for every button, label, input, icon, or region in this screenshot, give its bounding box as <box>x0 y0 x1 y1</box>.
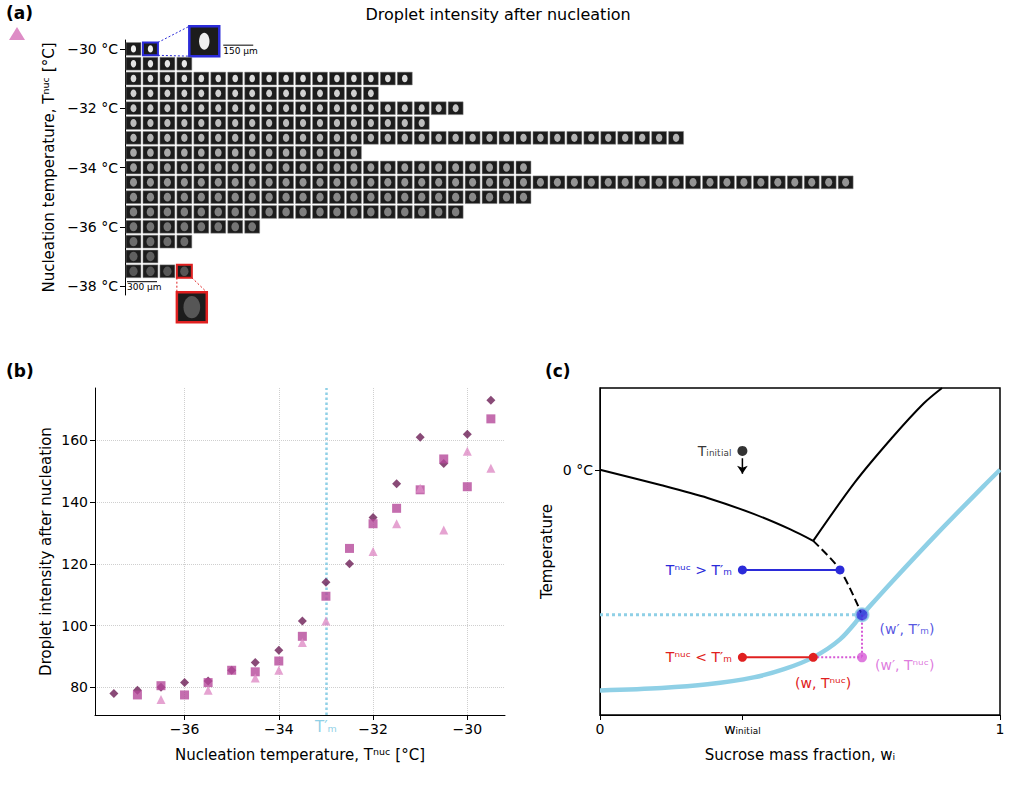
svg-text:−34 °C: −34 °C <box>67 160 118 176</box>
svg-text:(a): (a) <box>6 3 33 23</box>
svg-text:300 µm: 300 µm <box>127 282 162 292</box>
svg-text:Sucrose mass fraction, wᵢ: Sucrose mass fraction, wᵢ <box>705 746 895 764</box>
svg-text:(b): (b) <box>6 361 34 381</box>
svg-text:(w′, Tⁿᵘᶜ): (w′, Tⁿᵘᶜ) <box>875 657 934 673</box>
svg-text:140: 140 <box>61 494 88 510</box>
svg-text:1: 1 <box>996 721 1005 737</box>
svg-text:Nucleation temperature, Tⁿᵘᶜ [: Nucleation temperature, Tⁿᵘᶜ [°C] <box>40 42 58 292</box>
svg-text:−32 °C: −32 °C <box>67 100 118 116</box>
svg-text:(w′, T′ₘ): (w′, T′ₘ) <box>880 621 935 637</box>
svg-text:Temperature: Temperature <box>538 504 556 600</box>
svg-text:−30 °C: −30 °C <box>67 41 118 57</box>
svg-text:−32: −32 <box>358 721 388 737</box>
svg-text:160: 160 <box>61 432 88 448</box>
svg-text:−36: −36 <box>170 721 200 737</box>
svg-text:−30: −30 <box>453 721 483 737</box>
svg-text:T′ₘ: T′ₘ <box>314 718 337 736</box>
svg-text:−34: −34 <box>264 721 294 737</box>
svg-text:0 °C: 0 °C <box>563 462 593 478</box>
svg-text:Nucleation temperature, Tⁿᵘᶜ [: Nucleation temperature, Tⁿᵘᶜ [°C] <box>175 746 425 764</box>
svg-text:Tⁿᵘᶜ < T′ₘ: Tⁿᵘᶜ < T′ₘ <box>665 649 732 665</box>
svg-text:Tᵢₙᵢₜᵢₐₗ: Tᵢₙᵢₜᵢₐₗ <box>697 443 732 459</box>
svg-text:150 µm: 150 µm <box>223 46 258 56</box>
svg-text:Droplet intensity after nuclea: Droplet intensity after nucleation <box>365 5 630 24</box>
svg-text:120: 120 <box>61 556 88 572</box>
svg-text:(c): (c) <box>545 361 571 381</box>
svg-text:Tⁿᵘᶜ > T′ₘ: Tⁿᵘᶜ > T′ₘ <box>665 562 732 578</box>
svg-text:−36 °C: −36 °C <box>67 219 118 235</box>
svg-text:80: 80 <box>70 679 88 695</box>
svg-text:Droplet intensity after nuclea: Droplet intensity after nucleation <box>37 427 55 676</box>
svg-text:(w, Tⁿᵘᶜ): (w, Tⁿᵘᶜ) <box>795 675 851 691</box>
svg-text:100: 100 <box>61 618 88 634</box>
svg-text:wᵢₙᵢₜᵢₐₗ: wᵢₙᵢₜᵢₐₗ <box>724 721 760 737</box>
svg-text:0: 0 <box>596 721 605 737</box>
svg-text:−38 °C: −38 °C <box>67 278 118 294</box>
